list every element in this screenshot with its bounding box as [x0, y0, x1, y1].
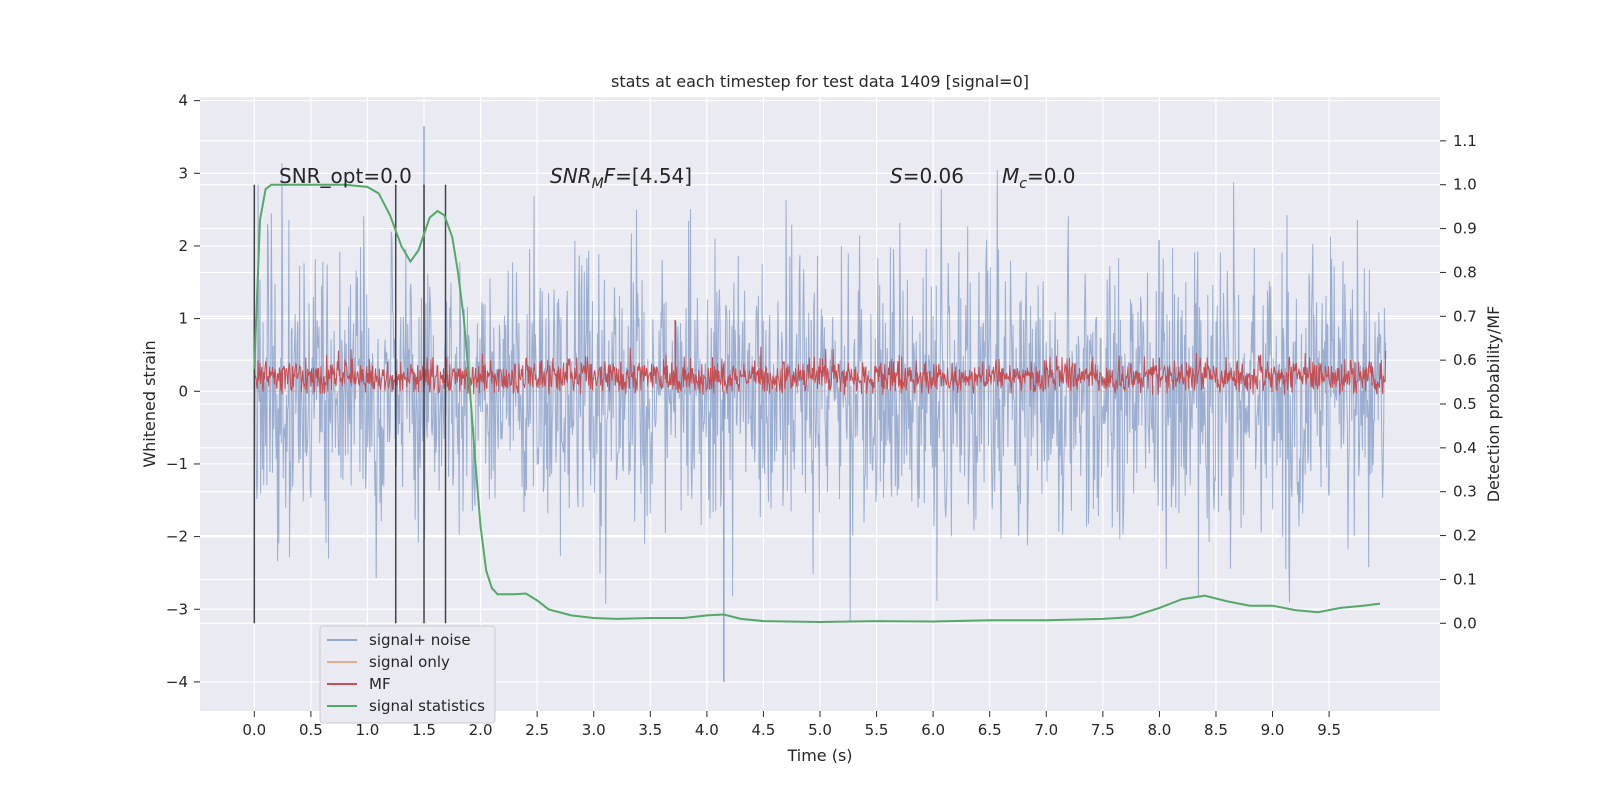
x-tick-label: 8.0: [1147, 721, 1171, 739]
x-tick-label: 5.0: [808, 721, 832, 739]
y-right-tick-label: 0.6: [1453, 351, 1477, 369]
annotation-snr-mf-value: =[4.54]: [615, 164, 692, 188]
x-tick-label: 7.0: [1034, 721, 1058, 739]
y-ticks-left: 4 3 2 1 0 −1 −2 −3 −4: [166, 92, 200, 691]
legend-box: [319, 625, 496, 724]
signal-statistics-layer: [253, 183, 1381, 624]
y-left-tick-label: −2: [166, 528, 188, 546]
x-tick-label: 4.5: [752, 721, 776, 739]
chart-title: stats at each timestep for test data 140…: [611, 72, 1029, 91]
y-right-tick-label: 0.0: [1453, 614, 1477, 632]
y-left-tick-label: −3: [166, 600, 188, 618]
y-left-tick-label: 4: [178, 92, 188, 110]
y-left-tick-label: −1: [166, 455, 188, 473]
x-tick-label: 9.5: [1317, 721, 1341, 739]
y-left-tick-label: −4: [166, 673, 188, 691]
legend-label-signal-statistics: signal statistics: [369, 697, 485, 715]
x-tick-label: 0.5: [299, 721, 323, 739]
annotation-s-value: =0.06: [903, 164, 964, 188]
y-left-tick-label: 0: [178, 382, 188, 400]
x-tick-label: 7.5: [1091, 721, 1115, 739]
y-right-tick-label: 0.1: [1453, 570, 1477, 588]
y-right-tick-label: 1.0: [1453, 176, 1477, 194]
y-left-tick-label: 2: [178, 237, 188, 255]
x-tick-label: 6.5: [978, 721, 1002, 739]
y-right-tick-label: 0.8: [1453, 263, 1477, 281]
legend: signal+ noise signal only MF signal stat…: [319, 625, 496, 724]
x-tick-label: 8.5: [1204, 721, 1228, 739]
x-axis-label: Time (s): [786, 746, 852, 765]
annotation-snr-opt: SNR_opt=0.0: [279, 164, 412, 188]
series-signal-statistics: [253, 183, 1381, 624]
x-tick-label: 5.5: [865, 721, 889, 739]
y-axis-right-label: Detection probability/MF: [1484, 306, 1503, 503]
y-axis-left-label: Whitened strain: [140, 340, 159, 467]
y-left-tick-label: 1: [178, 310, 188, 328]
y-right-tick-label: 0.2: [1453, 527, 1477, 545]
legend-label-mf: MF: [369, 675, 391, 693]
legend-label-signal-noise: signal+ noise: [369, 631, 471, 649]
x-tick-label: 1.0: [356, 721, 380, 739]
x-tick-label: 2.5: [525, 721, 549, 739]
y-right-tick-label: 0.5: [1453, 395, 1477, 413]
annotation-snr-mf: SNRMF=[4.54]: [550, 164, 692, 192]
y-right-tick-label: 0.4: [1453, 439, 1477, 457]
y-right-tick-label: 0.7: [1453, 307, 1477, 325]
series-mf: [253, 346, 1387, 395]
series-signal-noise: [253, 163, 1387, 622]
x-ticks: 0.0 0.5 1.0 1.5 2.0 2.5 3.0 3.5 4.0 4.5 5.0 5.5 6.0 6…: [242, 711, 1341, 739]
x-tick-label: 0.0: [242, 721, 266, 739]
x-tick-label: 1.5: [412, 721, 436, 739]
x-tick-label: 6.0: [921, 721, 945, 739]
annotation-s: S=0.06: [890, 164, 964, 188]
x-tick-label: 4.0: [695, 721, 719, 739]
y-ticks-right: 1.1 1.0 0.9 0.8 0.7 0.6 0.5 0.4 0.3 0.2 0.1 0.0: [1440, 132, 1477, 632]
x-tick-label: 9.0: [1261, 721, 1285, 739]
y-right-tick-label: 1.1: [1453, 132, 1477, 150]
legend-label-signal-only: signal only: [369, 653, 450, 671]
y-left-tick-label: 3: [178, 164, 188, 182]
y-right-tick-label: 0.3: [1453, 483, 1477, 501]
x-tick-label: 3.0: [582, 721, 606, 739]
x-tick-label: 2.0: [469, 721, 493, 739]
x-tick-label: 3.5: [638, 721, 662, 739]
vertical-markers: [253, 184, 447, 624]
y-right-tick-label: 0.9: [1453, 220, 1477, 238]
annotation-mc-value: =0.0: [1027, 164, 1076, 188]
annotation-mc: Mc=0.0: [1002, 164, 1076, 192]
